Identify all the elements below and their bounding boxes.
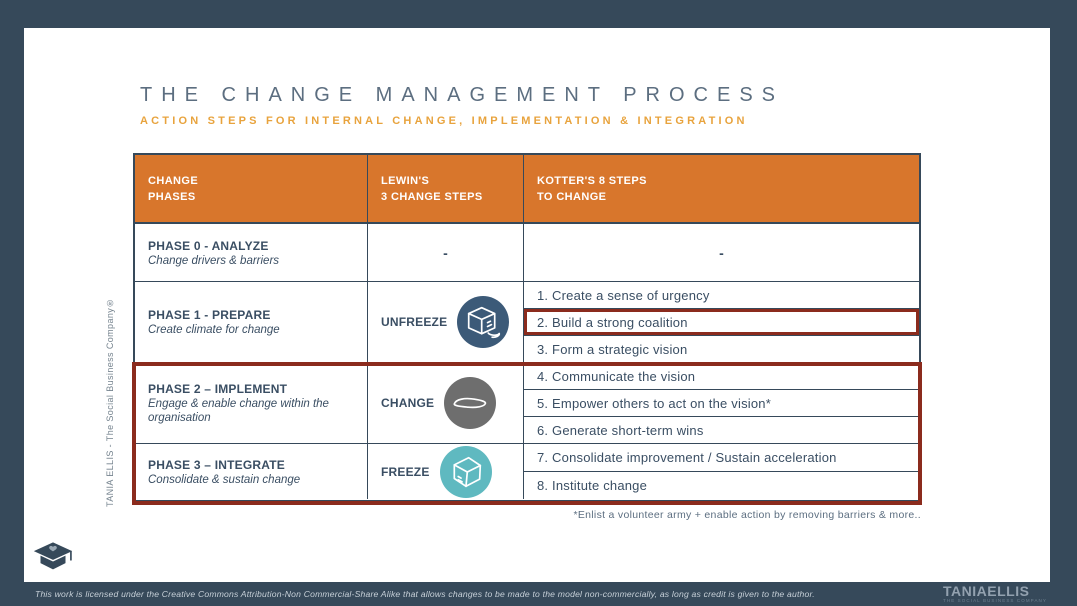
- kotter-step: 5. Empower others to act on the vision*: [524, 389, 919, 416]
- slide-canvas: THE CHANGE MANAGEMENT PROCESS ACTION STE…: [24, 28, 1050, 582]
- header-kotter-steps: KOTTER'S 8 STEPS TO CHANGE: [524, 155, 919, 222]
- kotter-step: 6. Generate short-term wins: [524, 416, 919, 443]
- lewin-step-label: CHANGE: [381, 396, 435, 410]
- dash-placeholder: -: [719, 244, 724, 261]
- kotter-step: 7. Consolidate improvement / Sustain acc…: [537, 450, 837, 465]
- phase-subtitle: Engage & enable change within the organi…: [148, 398, 329, 424]
- side-credit-text: TANIA ELLIS - The Social Business Compan…: [105, 297, 115, 507]
- taniaellis-logo-subtext: THE SOCIAL BUSINESS COMPANY: [943, 598, 1047, 604]
- table-row-phase1: PHASE 1 - PREPARE Create climate for cha…: [135, 281, 919, 362]
- phase-subtitle: Create climate for change: [148, 324, 280, 336]
- phase-title: PHASE 2 – IMPLEMENT: [148, 382, 288, 396]
- kotter-cell-empty: -: [524, 224, 919, 281]
- license-bar: This work is licensed under the Creative…: [0, 582, 1077, 606]
- phase-subtitle: Change drivers & barriers: [148, 254, 280, 267]
- header-line: CHANGE: [148, 174, 199, 187]
- footnote-text: *Enlist a volunteer army + enable action…: [573, 509, 921, 521]
- table-row-phase0: PHASE 0 - ANALYZE Change drivers & barri…: [135, 224, 919, 281]
- phase-subtitle: Consolidate & sustain change: [148, 473, 301, 486]
- table-row-phase2: PHASE 2 – IMPLEMENT Engage & enable chan…: [135, 362, 919, 443]
- lewin-step-label: UNFREEZE: [381, 315, 448, 329]
- lewin-cell-change: CHANGE: [368, 363, 524, 443]
- phase2-cell: PHASE 2 – IMPLEMENT Engage & enable chan…: [135, 363, 368, 443]
- taniaellis-logo-text: TANIAELLIS: [943, 583, 1030, 600]
- lewin-cell-unfreeze: UNFREEZE: [368, 282, 524, 362]
- phase-title: PHASE 0 - ANALYZE: [148, 238, 269, 253]
- phase-title: PHASE 1 - PREPARE: [148, 308, 271, 322]
- header-line: TO CHANGE: [537, 190, 607, 203]
- page-title: THE CHANGE MANAGEMENT PROCESS: [140, 84, 785, 106]
- header-line: KOTTER'S 8 STEPS: [537, 174, 647, 187]
- kotter-step: 1. Create a sense of urgency: [537, 287, 710, 303]
- page-subtitle: ACTION STEPS FOR INTERNAL CHANGE, IMPLEM…: [140, 115, 748, 127]
- header-lewin-steps: LEWIN'S 3 CHANGE STEPS: [368, 155, 524, 222]
- kotter-cell-phase3: 7. Consolidate improvement / Sustain acc…: [524, 444, 919, 499]
- phase-title: PHASE 3 – INTEGRATE: [148, 457, 285, 472]
- phase0-cell: PHASE 0 - ANALYZE Change drivers & barri…: [135, 224, 368, 281]
- phase1-cell: PHASE 1 - PREPARE Create climate for cha…: [135, 282, 368, 362]
- kotter-step-highlighted: 2. Build a strong coalition: [524, 308, 919, 335]
- table-header-row: CHANGE PHASES LEWIN'S 3 CHANGE STEPS KOT…: [135, 155, 919, 224]
- melting-ice-cube-icon: [457, 296, 510, 348]
- header-line: PHASES: [148, 190, 196, 203]
- kotter-cell-phase1: 1. Create a sense of urgency 2. Build a …: [524, 282, 919, 362]
- header-line: LEWIN'S: [381, 174, 430, 187]
- kotter-step: 4. Communicate the vision: [537, 368, 696, 384]
- kotter-cell-phase2: 4. Communicate the vision 5. Empower oth…: [524, 363, 919, 443]
- header-change-phases: CHANGE PHASES: [135, 155, 368, 222]
- phase3-cell: PHASE 3 – INTEGRATE Consolidate & sustai…: [135, 444, 368, 499]
- lewin-cell-freeze: FREEZE: [368, 444, 524, 499]
- table-row-phase3: PHASE 3 – INTEGRATE Consolidate & sustai…: [135, 443, 919, 499]
- license-text: This work is licensed under the Creative…: [35, 589, 815, 599]
- graduation-cap-heart-logo-icon: [33, 542, 73, 570]
- lewin-step-label: FREEZE: [381, 464, 430, 479]
- header-line: 3 CHANGE STEPS: [381, 190, 483, 203]
- melted-puddle-icon: [444, 377, 497, 429]
- dash-placeholder: -: [443, 244, 448, 261]
- kotter-step: 8. Institute change: [524, 471, 919, 499]
- taniaellis-logo: TANIAELLIS THE SOCIAL BUSINESS COMPANY: [943, 584, 1047, 604]
- process-table: CHANGE PHASES LEWIN'S 3 CHANGE STEPS KOT…: [132, 153, 922, 505]
- kotter-step: 3. Form a strategic vision: [524, 335, 919, 362]
- lewin-cell-empty: -: [368, 224, 524, 281]
- ice-cube-icon: [439, 445, 492, 498]
